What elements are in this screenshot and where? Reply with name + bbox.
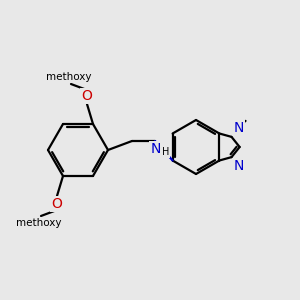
Text: N: N bbox=[151, 142, 161, 156]
Text: O: O bbox=[82, 89, 92, 103]
Text: H: H bbox=[162, 147, 169, 157]
Text: methoxy: methoxy bbox=[46, 72, 92, 82]
Text: methoxy: methoxy bbox=[16, 218, 62, 228]
Text: N: N bbox=[233, 159, 244, 173]
Text: N: N bbox=[233, 121, 244, 135]
Text: O: O bbox=[52, 197, 62, 211]
